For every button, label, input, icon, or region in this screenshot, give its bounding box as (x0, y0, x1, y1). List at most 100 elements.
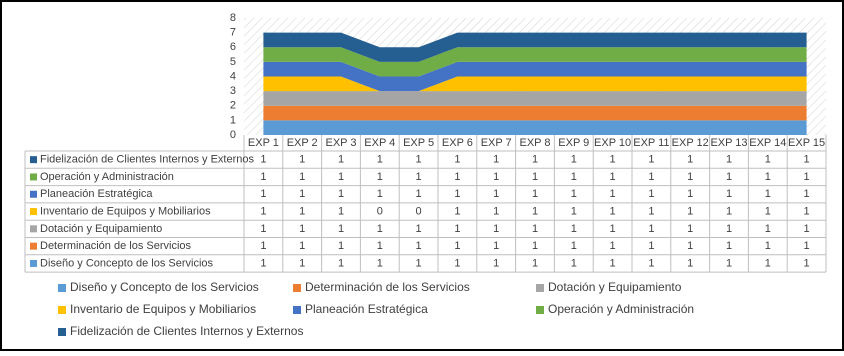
legend-label: Operación y Administración (548, 302, 694, 316)
x-tick-label: EXP 3 (326, 137, 357, 149)
table-cell: 1 (454, 154, 460, 166)
x-tick-label: EXP 13 (710, 137, 747, 149)
table-cell: 1 (571, 171, 577, 183)
table-row-label: Planeación Estratégica (40, 188, 153, 200)
y-tick-label: 5 (230, 56, 236, 68)
table-cell: 1 (338, 188, 344, 200)
table-cell: 1 (610, 205, 616, 217)
table-cell: 1 (377, 188, 383, 200)
table-cell: 1 (260, 188, 266, 200)
table-key (30, 225, 37, 233)
legend-key (58, 306, 66, 314)
table-cell: 1 (260, 205, 266, 217)
table-cell: 1 (687, 240, 693, 252)
legend-key (58, 284, 66, 292)
table-cell: 1 (571, 154, 577, 166)
legend-key (536, 284, 544, 292)
y-tick-label: 3 (230, 85, 236, 97)
table-cell: 1 (260, 154, 266, 166)
area (263, 32, 807, 62)
table-cell: 1 (454, 223, 460, 235)
x-tick-label: EXP 4 (364, 137, 395, 149)
table-cell: 1 (532, 240, 538, 252)
table-cell: 1 (532, 205, 538, 217)
area (263, 105, 807, 121)
table-cell: 1 (726, 171, 732, 183)
x-tick-label: EXP 6 (442, 137, 473, 149)
table-row-label: Operación y Administración (40, 171, 174, 183)
table-key (30, 190, 37, 198)
x-tick-label: EXP 8 (520, 137, 551, 149)
x-tick-label: EXP 15 (788, 137, 825, 149)
area (263, 120, 807, 135)
table-cell: 1 (493, 171, 499, 183)
table-cell: 1 (648, 188, 654, 200)
area (263, 91, 807, 106)
table-cell: 1 (454, 257, 460, 269)
table-cell: 1 (493, 205, 499, 217)
table-cell: 1 (804, 223, 810, 235)
table-cell: 1 (610, 223, 616, 235)
x-tick-label: EXP 9 (558, 137, 589, 149)
table-cell: 1 (299, 171, 305, 183)
area (263, 76, 807, 92)
legend-key (58, 328, 66, 336)
x-tick-label: EXP 1 (248, 137, 279, 149)
table-cell: 1 (260, 257, 266, 269)
table-cell: 1 (338, 257, 344, 269)
table-cell: 1 (299, 223, 305, 235)
table-cell: 1 (571, 257, 577, 269)
table-cell: 1 (648, 240, 654, 252)
table-cell: 1 (493, 154, 499, 166)
table-cell: 0 (377, 205, 383, 217)
area (263, 47, 807, 77)
y-tick-label: 0 (230, 129, 236, 141)
y-tick-label: 2 (230, 100, 236, 112)
table-cell: 1 (648, 171, 654, 183)
table-key (30, 173, 37, 181)
table-cell: 1 (532, 257, 538, 269)
table-cell: 1 (687, 188, 693, 200)
table-cell: 1 (416, 223, 422, 235)
table-cell: 1 (416, 240, 422, 252)
table-cell: 1 (726, 205, 732, 217)
y-tick-label: 8 (230, 12, 236, 24)
x-tick-label: EXP 11 (633, 137, 669, 149)
legend-label: Inventario de Equipos y Mobiliarios (70, 302, 256, 316)
table-cell: 1 (377, 154, 383, 166)
table-cell: 1 (493, 223, 499, 235)
table-row-label: Inventario de Equipos y Mobiliarios (40, 205, 211, 217)
table-cell: 1 (377, 240, 383, 252)
table-cell: 1 (493, 240, 499, 252)
table-cell: 1 (804, 257, 810, 269)
table-cell: 1 (687, 223, 693, 235)
x-tick-label: EXP 2 (287, 137, 318, 149)
table-cell: 1 (726, 188, 732, 200)
table-cell: 1 (416, 257, 422, 269)
table-cell: 1 (610, 154, 616, 166)
legend-key (293, 284, 301, 292)
table-cell: 1 (804, 188, 810, 200)
table-cell: 1 (804, 240, 810, 252)
table-cell: 1 (571, 205, 577, 217)
table-cell: 1 (454, 240, 460, 252)
legend-label: Diseño y Concepto de los Servicios (70, 280, 259, 294)
table-cell: 1 (610, 257, 616, 269)
table-cell: 1 (765, 205, 771, 217)
table-cell: 1 (648, 154, 654, 166)
table-cell: 1 (610, 171, 616, 183)
table-cell: 1 (804, 154, 810, 166)
legend-label: Determinación de los Servicios (305, 280, 470, 294)
table-cell: 1 (260, 223, 266, 235)
legend-key (536, 306, 544, 314)
table-key (30, 259, 37, 267)
table-cell: 1 (532, 171, 538, 183)
table-cell: 1 (765, 223, 771, 235)
table-cell: 1 (610, 240, 616, 252)
table-cell: 1 (804, 205, 810, 217)
table-cell: 1 (299, 205, 305, 217)
table-cell: 1 (571, 240, 577, 252)
table-cell: 1 (338, 223, 344, 235)
table-row-label: Diseño y Concepto de los Servicios (40, 257, 214, 269)
